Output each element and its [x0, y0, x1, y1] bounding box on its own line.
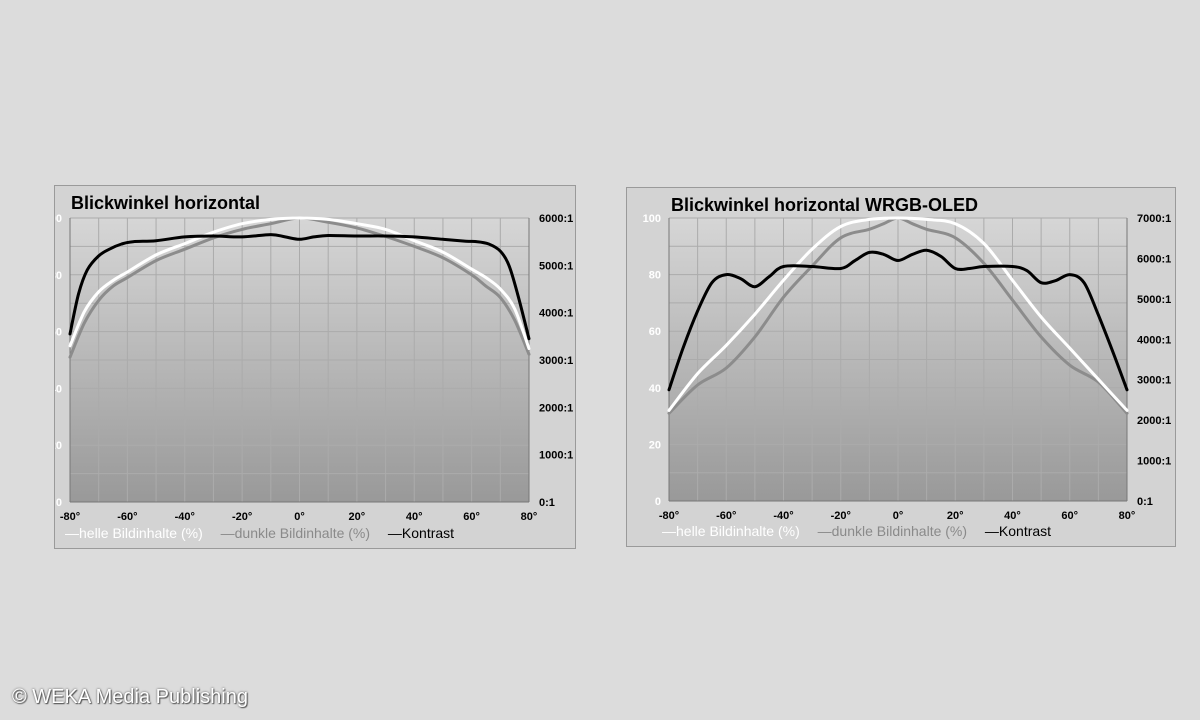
x-tick-label: 80° — [521, 511, 538, 523]
y-left-tick-label: 60 — [55, 327, 62, 339]
x-tick-label: 60° — [1061, 510, 1078, 522]
legend-bright: —helle Bildinhalte (%) — [662, 523, 800, 539]
legend-dark: —dunkle Bildinhalte (%) — [817, 523, 968, 539]
x-tick-label: 80° — [1119, 510, 1136, 522]
legend-bright: —helle Bildinhalte (%) — [65, 525, 203, 541]
series-line-contrast — [667, 248, 1129, 392]
chart-canvas-right: 0204060801000:11000:12000:13000:14000:15… — [643, 213, 1172, 522]
y-left-tick-label: 0 — [56, 497, 62, 509]
x-tick-label: 40° — [406, 511, 423, 523]
y-right-tick-label: 0:1 — [1137, 496, 1153, 508]
x-tick-label: -80° — [60, 511, 80, 523]
y-left-tick-label: 80 — [55, 270, 62, 282]
y-right-tick-label: 2000:1 — [539, 402, 573, 414]
chart-legend: —helle Bildinhalte (%) —dunkle Bildinhal… — [662, 523, 1065, 539]
y-right-tick-label: 4000:1 — [1137, 334, 1171, 346]
legend-dark: —dunkle Bildinhalte (%) — [220, 525, 371, 541]
x-tick-label: 40° — [1004, 510, 1021, 522]
y-right-tick-label: 5000:1 — [1137, 294, 1171, 306]
y-left-tick-label: 0 — [655, 496, 661, 508]
x-tick-label: -40° — [773, 510, 793, 522]
y-left-tick-label: 60 — [649, 326, 661, 338]
chart-title: Blickwinkel horizontal WRGB-OLED — [671, 195, 979, 215]
y-left-tick-label: 40 — [649, 383, 661, 395]
chart-panel-left: 0204060801000:11000:12000:13000:14000:15… — [54, 185, 576, 549]
y-right-tick-label: 2000:1 — [1137, 415, 1171, 427]
y-right-tick-label: 1000:1 — [539, 450, 573, 462]
y-right-tick-label: 5000:1 — [539, 260, 573, 272]
y-left-tick-label: 20 — [649, 439, 661, 451]
x-tick-label: 60° — [463, 511, 480, 523]
x-tick-label: 20° — [349, 511, 366, 523]
y-right-tick-label: 6000:1 — [539, 213, 573, 225]
y-left-tick-label: 100 — [643, 213, 661, 225]
series-line-contrast — [68, 233, 531, 341]
chart-panel-right: 0 20 40 60 80 100 0:1 1000:1 2000:1 3000:1 4000:1 5… — [626, 187, 1176, 547]
x-tick-label: 20° — [947, 510, 964, 522]
y-right-tick-label: 4000:1 — [539, 308, 573, 320]
chart-canvas-left: 0204060801000:11000:12000:13000:14000:15… — [55, 213, 573, 523]
x-tick-label: -60° — [716, 510, 736, 522]
legend-contrast: —Kontrast — [984, 523, 1052, 539]
x-tick-label: 0° — [893, 510, 904, 522]
y-left-tick-label: 20 — [55, 440, 62, 452]
series-line-bright — [667, 216, 1129, 412]
x-tick-label: -60° — [117, 511, 137, 523]
y-left-tick-label: 100 — [55, 213, 62, 225]
y-left-tick-label: 80 — [649, 270, 661, 282]
series-line-bright — [68, 216, 531, 351]
chart-title: Blickwinkel horizontal — [71, 193, 261, 213]
legend-contrast: —Kontrast — [387, 525, 455, 541]
y-right-tick-label: 3000:1 — [539, 355, 573, 367]
x-tick-label: -20° — [232, 511, 252, 523]
y-right-tick-label: 6000:1 — [1137, 253, 1171, 265]
chart-legend: —helle Bildinhalte (%) —dunkle Bildinhal… — [65, 525, 468, 541]
x-tick-label: -80° — [659, 510, 679, 522]
copyright-notice: © WEKA Media Publishing — [12, 686, 248, 708]
y-right-tick-label: 3000:1 — [1137, 375, 1171, 387]
y-right-tick-label: 0:1 — [539, 497, 555, 509]
x-tick-label: -40° — [175, 511, 195, 523]
y-right-tick-label: 7000:1 — [1137, 213, 1171, 225]
x-tick-label: 0° — [294, 511, 305, 523]
y-left-tick-label: 40 — [55, 383, 62, 395]
y-right-tick-label: 1000:1 — [1137, 456, 1171, 468]
x-tick-label: -20° — [831, 510, 851, 522]
